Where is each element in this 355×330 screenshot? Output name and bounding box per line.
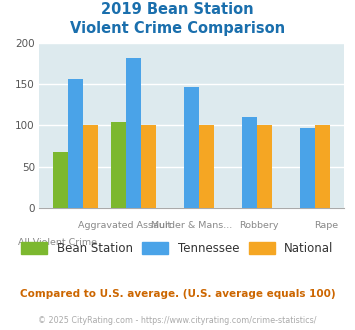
Bar bbox=[315, 125, 331, 208]
Bar bbox=[126, 58, 141, 208]
Text: All Violent Crime: All Violent Crime bbox=[18, 238, 97, 247]
Text: © 2025 CityRating.com - https://www.cityrating.com/crime-statistics/: © 2025 CityRating.com - https://www.city… bbox=[38, 316, 317, 325]
Text: Robbery: Robbery bbox=[239, 221, 279, 230]
Bar bbox=[53, 152, 68, 208]
Bar bbox=[111, 122, 126, 208]
Bar bbox=[184, 86, 199, 208]
Bar bbox=[199, 125, 214, 208]
Text: 2019 Bean Station: 2019 Bean Station bbox=[101, 2, 254, 16]
Text: Aggravated Assault: Aggravated Assault bbox=[78, 221, 171, 230]
Text: Violent Crime Comparison: Violent Crime Comparison bbox=[70, 21, 285, 36]
Bar bbox=[141, 125, 156, 208]
Bar bbox=[300, 128, 315, 208]
Text: Rape: Rape bbox=[314, 221, 338, 230]
Bar bbox=[257, 125, 272, 208]
Bar bbox=[83, 125, 98, 208]
Legend: Bean Station, Tennessee, National: Bean Station, Tennessee, National bbox=[17, 237, 338, 260]
Bar bbox=[68, 79, 83, 208]
Bar bbox=[242, 117, 257, 208]
Text: Compared to U.S. average. (U.S. average equals 100): Compared to U.S. average. (U.S. average … bbox=[20, 289, 335, 299]
Text: Murder & Mans...: Murder & Mans... bbox=[151, 221, 232, 230]
